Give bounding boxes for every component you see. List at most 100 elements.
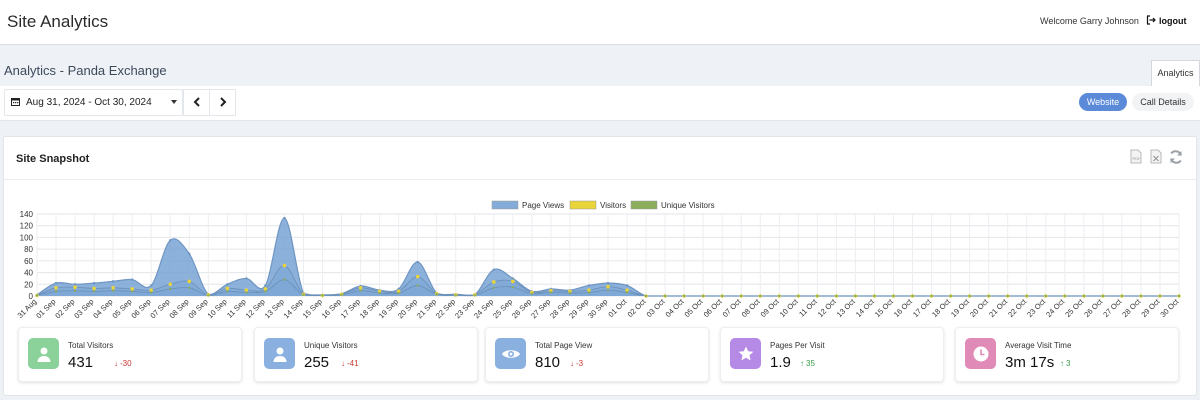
data-point [226, 290, 229, 293]
data-point [111, 280, 115, 283]
tab-analytics[interactable]: Analytics [1151, 60, 1200, 86]
data-point [587, 288, 591, 292]
data-point [378, 291, 381, 295]
x-tick-label: 21 Oct [987, 296, 1010, 319]
top-bar: Site Analytics Welcome Garry Johnson log… [0, 0, 1200, 45]
data-point [92, 281, 96, 285]
x-tick-label: 06 Sep [129, 297, 152, 320]
data-point [549, 288, 553, 293]
data-point [511, 277, 515, 280]
x-tick-label: 22 Oct [1006, 296, 1029, 319]
x-tick-label: 10 Oct [778, 296, 801, 319]
data-point [187, 279, 192, 284]
star-icon [730, 338, 761, 369]
x-tick-label: 01 Oct [606, 296, 629, 319]
pdf-export-icon[interactable]: PDF [1130, 149, 1142, 169]
x-tick-label: 17 Sep [339, 297, 362, 320]
excel-export-icon[interactable] [1150, 149, 1162, 169]
y-tick-label: 60 [24, 257, 33, 266]
x-tick-label: 21 Sep [415, 297, 438, 320]
data-point [816, 294, 819, 298]
data-point [663, 294, 667, 298]
legend-label: Visitors [600, 201, 626, 210]
x-tick-label: 06 Oct [702, 296, 725, 319]
data-point [377, 289, 382, 294]
call-details-toggle-button[interactable]: Call Details [1132, 93, 1194, 111]
controls-bar: Aug 31, 2024 - Oct 30, 2024 Website Call… [0, 86, 1200, 121]
x-tick-label: 20 Oct [968, 296, 991, 319]
stat-delta-value: -30 [120, 359, 132, 368]
data-point [511, 286, 515, 289]
stat-value: 810 [535, 354, 561, 371]
x-tick-label: 18 Sep [358, 297, 381, 320]
data-point [244, 288, 249, 292]
arrow-up-icon: ↑ [1060, 359, 1064, 368]
stat-delta-value: 35 [806, 359, 815, 368]
stat-value: 3m 17s [1005, 354, 1055, 371]
data-point [1139, 294, 1143, 298]
data-point [150, 291, 153, 294]
sub-header: Analytics - Panda Exchange Analytics [0, 46, 1200, 86]
y-tick-label: 140 [20, 210, 34, 219]
data-point [245, 291, 248, 294]
data-point [682, 294, 686, 298]
data-point [245, 277, 248, 280]
x-tick-label: 11 Sep [225, 297, 248, 320]
x-tick-label: 26 Sep [510, 297, 533, 320]
data-point [759, 294, 762, 298]
stat-delta: ↓ -41 [341, 359, 359, 368]
data-point [263, 287, 268, 291]
data-point [797, 294, 800, 298]
x-tick-label: 08 Oct [740, 296, 763, 319]
data-point [226, 283, 229, 286]
x-tick-label: 16 Sep [320, 297, 343, 320]
data-point [415, 274, 420, 279]
previous-period-button[interactable] [183, 89, 210, 116]
x-tick-label: 18 Oct [930, 296, 953, 319]
x-tick-label: 23 Sep [453, 297, 476, 320]
website-toggle-button[interactable]: Website [1079, 93, 1127, 111]
data-point [282, 263, 287, 268]
data-point [416, 284, 419, 287]
stat-delta-value: -3 [576, 359, 584, 368]
data-point [740, 294, 743, 298]
data-point [150, 284, 153, 287]
data-point [987, 294, 990, 298]
stat-delta-value: 3 [1066, 359, 1071, 368]
svg-text:PDF: PDF [1133, 156, 1142, 161]
data-point [1101, 294, 1105, 298]
data-point [73, 283, 77, 286]
data-point [111, 286, 115, 290]
x-tick-label: 04 Oct [664, 296, 687, 319]
data-point [435, 293, 438, 296]
arrow-down-icon: ↓ [114, 359, 118, 368]
data-point [1082, 294, 1086, 298]
legend-swatch [569, 200, 597, 210]
logout-link[interactable]: logout [1146, 15, 1187, 27]
x-tick-label: 02 Sep [53, 297, 76, 320]
data-point [225, 286, 230, 291]
stat-label: Unique Visitors [304, 341, 358, 350]
stat-card-total-page-view: Total Page View 810 ↓ -3 [485, 327, 709, 382]
stat-label: Average Visit Time [1005, 341, 1072, 350]
eye-icon [495, 338, 526, 369]
x-tick-label: 02 Oct [625, 296, 648, 319]
data-point [149, 288, 153, 292]
data-point [549, 291, 553, 294]
stat-delta-value: -41 [347, 359, 359, 368]
next-period-button[interactable] [209, 89, 236, 116]
x-tick-label: 15 Oct [873, 296, 896, 319]
data-point [1120, 294, 1124, 298]
x-tick-label: 10 Sep [206, 297, 229, 320]
series-area [37, 279, 1179, 296]
date-range-picker[interactable]: Aug 31, 2024 - Oct 30, 2024 [4, 89, 183, 116]
x-tick-label: 24 Oct [1044, 296, 1067, 319]
data-point [168, 282, 173, 287]
data-point [130, 278, 134, 281]
panel-title: Site Snapshot [16, 153, 90, 165]
refresh-icon[interactable] [1168, 149, 1184, 170]
data-point [930, 294, 933, 298]
data-point [606, 281, 610, 285]
y-tick-label: 120 [20, 222, 34, 231]
